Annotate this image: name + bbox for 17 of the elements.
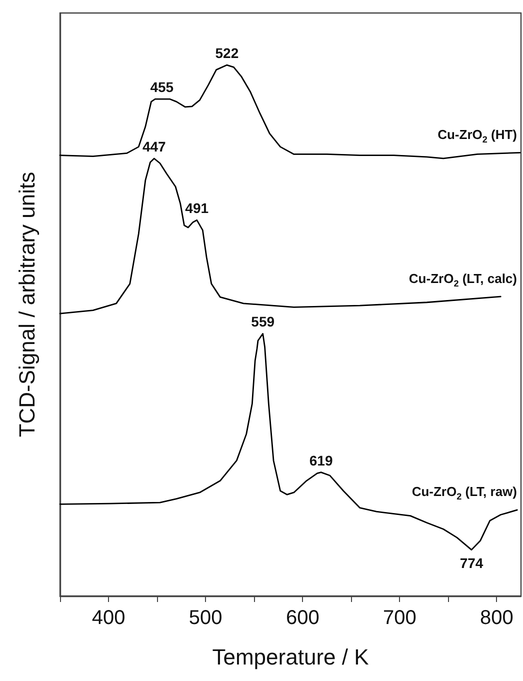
annotation: 774	[460, 554, 484, 571]
x-tick-label: 600	[286, 607, 320, 629]
x-tick-label: 400	[92, 607, 126, 629]
annotation: 455	[150, 79, 174, 96]
annotation: 447	[142, 138, 166, 154]
series-label: Cu-ZrO$_{2}$ (LT, calc)	[408, 270, 517, 290]
annotation: 559	[251, 314, 275, 330]
x-tick-label: 800	[480, 607, 514, 629]
x-tick-label: 700	[382, 607, 416, 629]
series-label: Cu-ZrO$_{2}$ (LT, raw)	[412, 484, 517, 504]
series-label: Cu-ZrO$_{2}$ (HT)	[438, 126, 517, 146]
y-axis-title: TCD-Signal / arbitrary units	[14, 172, 40, 438]
x-tick-label: 500	[188, 607, 222, 629]
annotation: 491	[185, 200, 209, 216]
annotation: 522	[215, 45, 239, 62]
annotation: 619	[309, 452, 333, 468]
x-axis-title: Temperature / K	[212, 644, 370, 670]
